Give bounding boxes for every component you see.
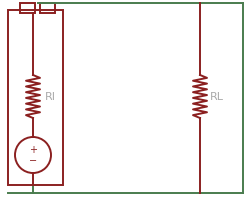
Text: RI: RI xyxy=(45,91,56,102)
Bar xyxy=(20,3,35,13)
Text: +: + xyxy=(29,145,37,155)
Text: RL: RL xyxy=(210,91,224,102)
Bar xyxy=(8,10,63,185)
Text: −: − xyxy=(29,156,37,166)
Bar xyxy=(40,3,55,13)
